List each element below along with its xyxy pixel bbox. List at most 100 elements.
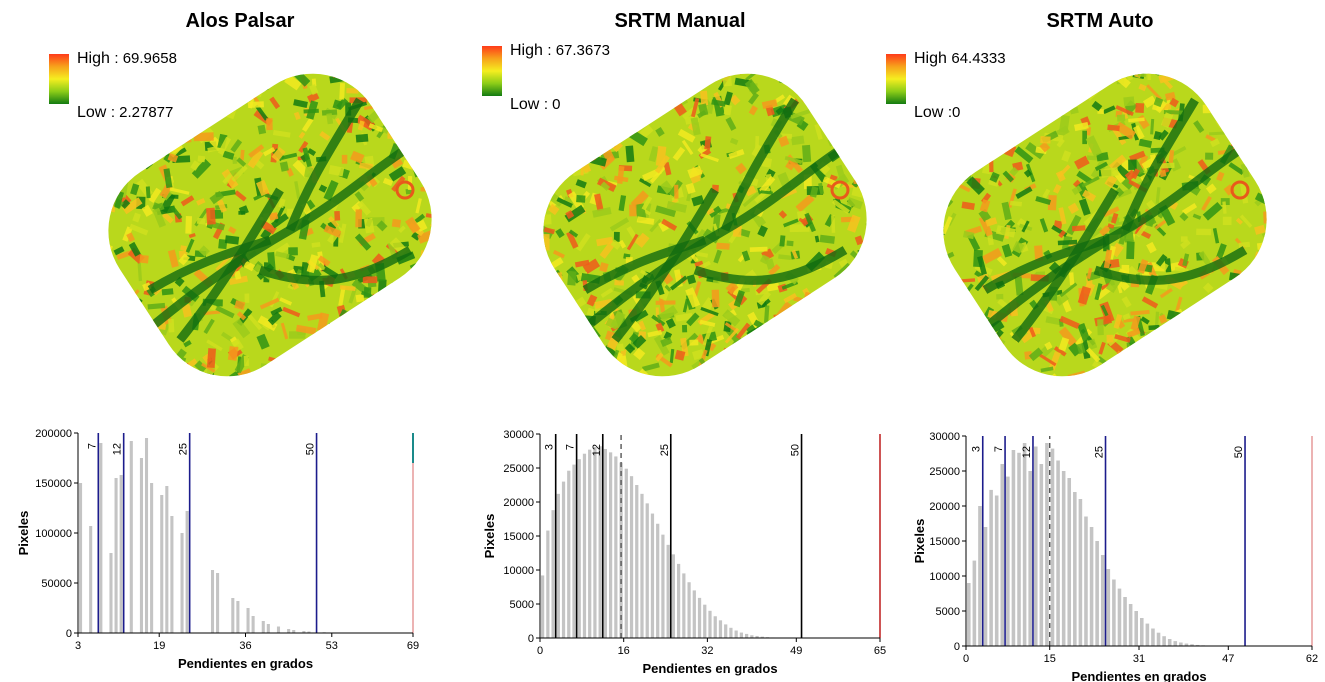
x-tick-label: 53	[326, 640, 338, 652]
x-tick-label: 0	[963, 653, 969, 665]
histogram-bar	[1190, 644, 1194, 646]
y-tick-label: 100000	[35, 528, 72, 540]
x-tick-label: 19	[153, 640, 165, 652]
histogram-bar	[577, 459, 581, 638]
histogram-bar	[739, 632, 743, 638]
panel-srtm-auto: SRTM Auto High 64.4333 Low :0	[880, 0, 1320, 682]
histogram-bar	[983, 527, 988, 646]
histogram-bar	[1195, 644, 1200, 646]
histogram-bar	[185, 511, 189, 633]
histogram-bar	[144, 438, 149, 633]
y-tick-label: 0	[954, 641, 960, 653]
reference-line-label: 25	[178, 443, 190, 455]
reference-line-label: 25	[1094, 446, 1106, 458]
histogram-bar	[1033, 446, 1038, 646]
histogram-bar	[1123, 597, 1127, 646]
legend-high: High : 67.3673	[510, 42, 610, 60]
histogram-bar	[1134, 611, 1138, 646]
histogram-bar	[724, 624, 728, 638]
histogram-bar	[1184, 643, 1189, 646]
x-tick-label: 49	[790, 645, 802, 657]
map-raster	[81, 46, 459, 404]
reference-line-label: 3	[544, 444, 556, 450]
histogram-bar	[1156, 632, 1161, 646]
histogram-bar	[588, 449, 592, 638]
histogram-bar	[231, 598, 235, 633]
histogram-bar	[567, 470, 571, 638]
y-tick-label: 10000	[503, 565, 534, 577]
x-tick-label: 0	[537, 645, 543, 657]
slope-legend: High : 69.9658 Low : 2.27877	[49, 46, 269, 126]
histogram-bar	[1073, 492, 1077, 646]
legend-low-label: Low	[77, 104, 107, 121]
histogram-bar	[603, 448, 607, 638]
histogram-bar	[572, 464, 576, 638]
histogram-bar	[1084, 516, 1088, 646]
histogram-bar	[593, 446, 597, 638]
histogram-bar	[656, 523, 660, 638]
histogram-bar	[302, 631, 306, 633]
histogram-bar	[703, 604, 707, 638]
legend-low-value: :0	[947, 104, 961, 121]
histogram-bar	[661, 534, 665, 638]
histogram-bar	[1017, 452, 1021, 646]
histogram-bar	[978, 506, 982, 646]
panel-title: Alos Palsar	[185, 10, 295, 32]
histogram-bar	[729, 627, 733, 638]
histogram-bar	[79, 483, 83, 633]
histogram-bar	[266, 624, 270, 633]
histogram-bar	[755, 635, 759, 638]
x-axis-label: Pendientes en grados	[642, 661, 777, 676]
legend-high-label: High	[914, 50, 947, 67]
map-raster	[916, 46, 1294, 404]
y-axis-label: Pixeles	[16, 511, 31, 556]
histogram-bar	[1128, 604, 1133, 646]
histogram-bar	[556, 493, 560, 638]
histogram-bar	[1067, 478, 1072, 646]
y-tick-label: 0	[66, 628, 72, 640]
histogram-bar	[734, 630, 738, 638]
legend-low-value: : 2.27877	[110, 104, 174, 121]
slope-legend: High : 67.3673 Low : 0	[482, 38, 702, 118]
legend-low-label: Low	[510, 96, 540, 113]
legend-high-label: High	[77, 50, 110, 67]
x-tick-label: 62	[1306, 653, 1318, 665]
histogram-bar	[1078, 499, 1083, 646]
histogram-bar	[1106, 569, 1111, 646]
histogram-bar	[1100, 555, 1105, 646]
y-tick-label: 30000	[929, 431, 960, 443]
histogram-bar	[210, 570, 215, 633]
histogram-bar	[614, 456, 618, 638]
histogram-bar	[598, 446, 602, 638]
histogram-bar	[1117, 588, 1122, 646]
histogram-bar	[750, 635, 754, 638]
histogram-bar	[994, 495, 999, 646]
y-tick-label: 0	[528, 633, 534, 645]
histogram-bar	[682, 573, 686, 638]
legend-high-label: High	[510, 42, 543, 59]
histogram-srtm-manual: 3 7 12 25 50 0 5000 10000 15000 20000 25000 30000 0 1…	[482, 429, 886, 676]
y-tick-label: 10000	[929, 571, 960, 583]
histogram-bar	[216, 573, 220, 633]
histogram-bar	[139, 458, 143, 633]
histogram-bar	[609, 452, 613, 638]
histogram-bar	[541, 575, 545, 638]
histogram-bar	[246, 608, 250, 633]
histogram-bar	[251, 616, 255, 633]
y-tick-label: 5000	[936, 606, 960, 618]
histogram-bar	[1056, 460, 1060, 646]
histogram-bar	[287, 629, 291, 633]
histogram-bar	[629, 476, 634, 638]
histogram-bar	[129, 441, 133, 633]
x-axis-label: Pendientes en grados	[1071, 669, 1206, 682]
reference-line-label: 3	[971, 446, 983, 452]
panel-title: SRTM Auto	[1046, 10, 1154, 32]
histogram-bar	[292, 630, 296, 633]
reference-line-label: 25	[659, 444, 671, 456]
x-axis-label: Pendientes en grados	[178, 656, 313, 671]
histogram-bar	[561, 481, 566, 638]
panel-srtm-manual: SRTM Manual High : 67.3673 Low : 0	[470, 0, 890, 682]
panel-alos-palsar: Alos Palsar High : 69.9658 Low : 2.27877	[40, 0, 440, 682]
reference-line-label: 7	[86, 443, 98, 449]
histogram-bar	[89, 526, 93, 633]
